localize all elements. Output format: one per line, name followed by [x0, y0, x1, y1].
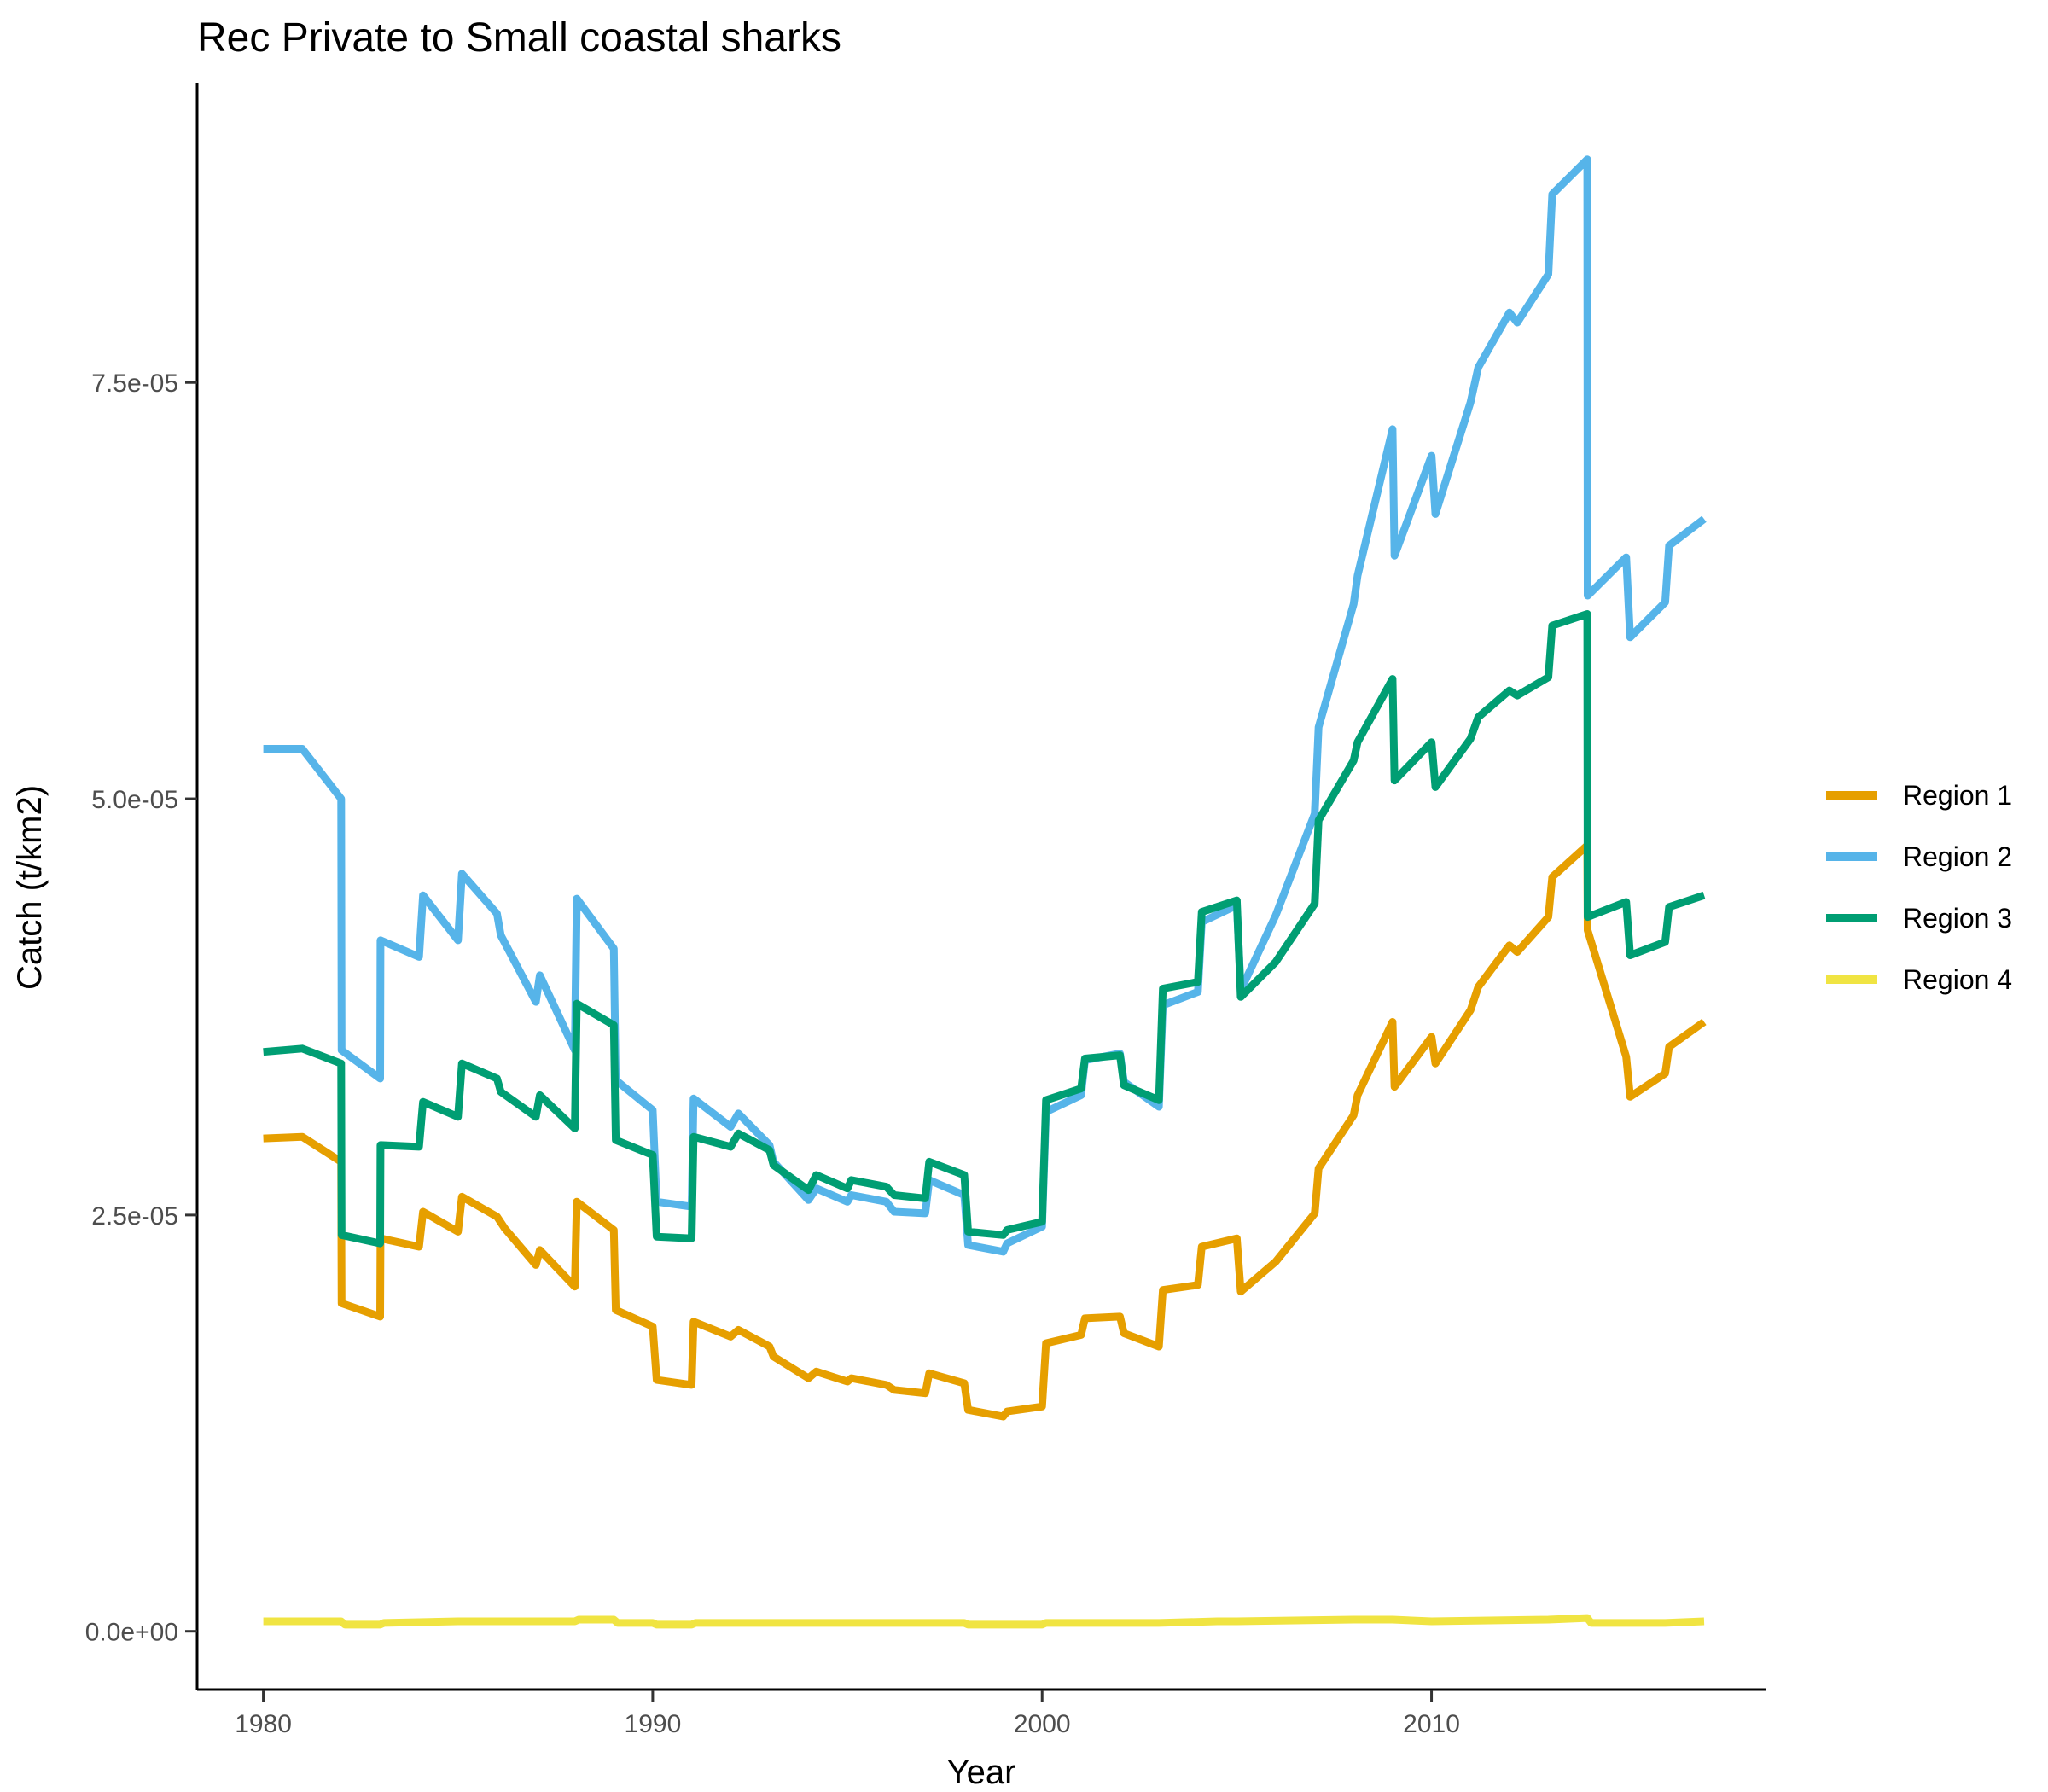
series-lines: [263, 155, 1707, 1629]
legend: Region 1 Region 2 Region 3 Region 4: [1826, 780, 2012, 995]
y-tick-label: 5.0e-05: [91, 786, 178, 814]
legend-label-region-2: Region 2: [1903, 841, 2012, 872]
series-line-region-1: [263, 841, 1707, 1421]
x-tick-label: 2000: [1014, 1710, 1071, 1738]
legend-label-region-4: Region 4: [1903, 964, 2012, 995]
x-axis-title: Year: [947, 1754, 1016, 1791]
series-line-region-2: [263, 155, 1707, 1256]
series-line-region-3: [263, 610, 1706, 1248]
legend-label-region-3: Region 3: [1903, 903, 2012, 934]
x-tick-label: 1990: [625, 1710, 682, 1738]
series-line-region-4: [263, 1614, 1705, 1629]
x-tick-label: 1980: [235, 1710, 292, 1738]
x-tick-label: 2010: [1403, 1710, 1460, 1738]
y-tick-label: 7.5e-05: [91, 369, 178, 398]
y-tick-label: 0.0e+00: [85, 1619, 178, 1647]
y-axis-ticks: 0.0e+00 2.5e-05 5.0e-05 7.5e-05: [85, 369, 197, 1647]
y-tick-label: 2.5e-05: [91, 1202, 178, 1231]
chart-title: Rec Private to Small coastal sharks: [197, 15, 841, 61]
legend-label-region-1: Region 1: [1903, 780, 2012, 811]
y-axis-title: Catch (t/km2): [11, 785, 49, 990]
x-axis-ticks: 1980 1990 2000 2010: [235, 1690, 1460, 1738]
